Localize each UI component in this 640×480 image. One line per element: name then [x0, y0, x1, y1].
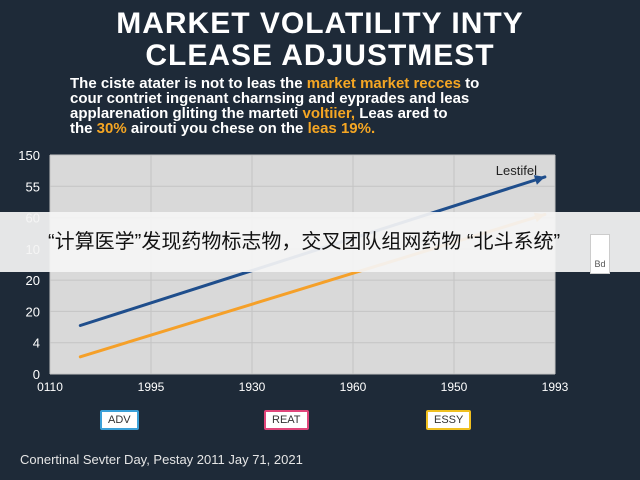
x-tick-label-4: 1950 [441, 380, 468, 394]
y-tick-label-6: 55 [26, 179, 40, 194]
series-arrowhead-0 [533, 175, 545, 185]
y-tick-label-7: 150 [18, 150, 40, 163]
subtitle-line-2: cour contriet ingenant charnsing and eyp… [70, 90, 470, 107]
x-tick-label-3: 1960 [340, 380, 367, 394]
subtitle-line-3: applarenation gliting the marteti voltii… [70, 105, 448, 122]
overlay-banner: “计算医学”发现药物标志物，交叉团队组网药物 “北斗系统” Bd [0, 212, 640, 274]
y-tick-label-0: 0 [33, 367, 40, 382]
subtitle-line-1: The ciste atater is not to leas the mark… [70, 75, 480, 92]
y-tick-label-3: 20 [26, 273, 40, 288]
legend-item-essy: ESSY [426, 410, 472, 430]
title-line-2: CLEASE ADJUSTMEST [145, 39, 495, 72]
chart-annotation: Lestifel [496, 163, 537, 178]
title-line-1: MARKET VOLATILITY INTY [116, 7, 524, 40]
x-axis-ticks: 0110 1995 1930 1960 1950 1993 [37, 380, 569, 394]
subtitle-line-4: the 30% airouti you chese on the leas 19… [70, 120, 376, 137]
x-tick-label-1: 1995 [138, 380, 165, 394]
legend-label-reat: REAT [272, 414, 301, 426]
legend-label-adv: ADV [108, 414, 131, 426]
y-tick-label-1: 4 [33, 336, 40, 351]
banner-text: “计算医学”发现药物标志物，交叉团队组网药物 “北斗系统” [48, 231, 561, 253]
x-tick-label-5: 1993 [542, 380, 569, 394]
footer-text: Conertinal Sevter Day, Pestay 2011 Jay 7… [20, 452, 303, 467]
legend-item-adv: ADV [100, 410, 139, 430]
chart-title: MARKET VOLATILITY INTY CLEASE ADJUSTMEST [0, 8, 640, 72]
banner-tag: Bd [590, 234, 610, 274]
chart-subtitle: The ciste atater is not to leas the mark… [70, 76, 590, 136]
y-tick-label-2: 20 [26, 304, 40, 319]
legend-label-essy: ESSY [434, 414, 464, 426]
line-chart: 042020106055150 011019951930196019501993… [18, 150, 569, 394]
legend-item-reat: REAT [264, 410, 309, 430]
x-tick-label-0: 0110 [37, 380, 63, 394]
x-tick-label-2: 1930 [239, 380, 266, 394]
